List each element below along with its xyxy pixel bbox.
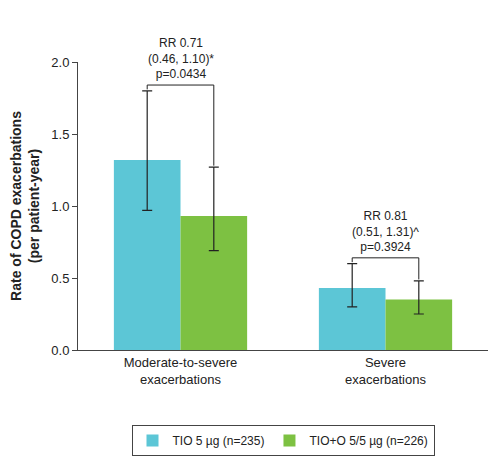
svg-text:RR 0.81(0.51, 1.31)^p=0.3924: RR 0.81(0.51, 1.31)^p=0.3924 xyxy=(352,209,419,254)
svg-text:TIO+O 5/5 µg (n=226): TIO+O 5/5 µg (n=226) xyxy=(309,434,427,448)
svg-text:Rate of COPD exacerbations(per: Rate of COPD exacerbations(per patient-y… xyxy=(8,111,42,301)
svg-text:0.0: 0.0 xyxy=(51,343,69,358)
svg-text:1.0: 1.0 xyxy=(51,199,69,214)
svg-text:1.5: 1.5 xyxy=(51,127,69,142)
svg-text:RR 0.71(0.46, 1.10)*p=0.0434: RR 0.71(0.46, 1.10)*p=0.0434 xyxy=(148,36,214,81)
svg-text:2.0: 2.0 xyxy=(51,55,69,70)
svg-text:0.5: 0.5 xyxy=(51,271,69,286)
svg-text:Severeexacerbations: Severeexacerbations xyxy=(345,355,426,387)
svg-text:Moderate-to-severeexacerbation: Moderate-to-severeexacerbations xyxy=(124,355,237,387)
svg-text:TIO 5 µg (n=235): TIO 5 µg (n=235) xyxy=(173,434,265,448)
